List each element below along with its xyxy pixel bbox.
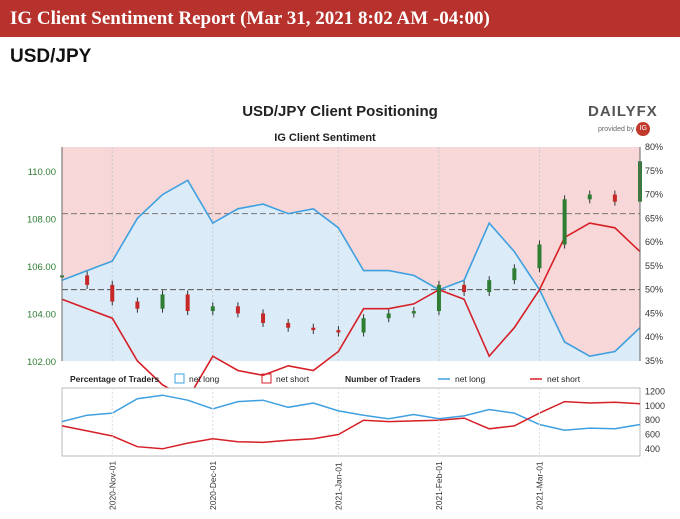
price-candle [462,284,467,293]
right-tick-label: 65% [645,213,663,223]
left-tick-label: 106.00 [27,262,56,273]
price-candle [110,284,115,302]
price-candle [537,244,542,269]
price-candle [336,330,341,333]
left-tick-label: 102.00 [27,357,56,368]
price-candle [612,194,617,202]
count-long-line [61,394,641,431]
legend-right-title: Number of Traders [345,374,421,384]
price-candle [562,199,567,245]
price-candle [85,275,90,285]
currency-pair: USD/JPY [10,46,92,67]
legend-long-label: net long [189,374,220,384]
right-tick-label: 55% [645,261,663,271]
x-tick-label: 2021-Mar-01 [534,461,544,510]
ig-logo-icon: IG [636,122,651,136]
price-candle [261,313,266,323]
legend-count-long-label: net long [455,374,486,384]
right-tick-label: 50% [645,285,663,295]
right-tick-label: 40% [645,332,663,342]
legend-long-swatch [174,373,185,384]
price-candle [587,194,592,200]
price-candle [487,280,492,293]
report-header: IG Client Sentiment Report (Mar 31, 2021… [0,0,680,37]
price-candle [135,301,140,309]
price-candle [436,284,441,312]
right-tick-label: 80% [645,142,663,152]
dailyfx-logo: DAILYFX [588,103,658,120]
legend-short-swatch [261,373,272,384]
price-candle [411,311,416,314]
bottom-panel [61,387,641,457]
net-short-line [61,222,641,401]
net-long-line [61,179,641,358]
right-tick-label: 60% [645,237,663,247]
price-candle [311,327,316,331]
brand-provided-by: provided by IG [598,122,651,136]
price-candle [185,294,190,312]
count-short-line [61,400,641,450]
chart-title: USD/JPY Client Positioning [242,103,438,120]
right-tick-label: 35% [645,356,663,366]
legend-short-label: net short [276,374,310,384]
legend-count-short-label: net short [547,374,581,384]
bottom-tick-label: 1000 [645,401,665,411]
x-tick-label: 2020-Nov-01 [107,461,117,510]
price-candle [286,322,291,328]
chart-subtitle: IG Client Sentiment [274,132,376,144]
bottom-tick-label: 800 [645,415,660,425]
bottom-tick-label: 400 [645,444,660,454]
x-tick-label: 2021-Feb-01 [434,461,444,510]
price-candle [210,306,215,312]
price-candle [235,306,240,314]
right-tick-label: 75% [645,166,663,176]
right-tick-label: 70% [645,190,663,200]
x-tick-label: 2021-Jan-01 [333,462,343,510]
price-candle [512,268,517,281]
left-tick-label: 104.00 [27,309,56,320]
price-candle [386,313,391,319]
long-area [62,180,640,361]
bottom-tick-label: 600 [645,430,660,440]
right-tick-label: 45% [645,308,663,318]
legend-left-title: Percentage of Traders [70,374,160,384]
bottom-tick-label: 1200 [645,387,665,397]
x-tick-label: 2020-Dec-01 [208,461,218,510]
price-candle [160,294,165,309]
price-candle [361,318,366,333]
left-tick-label: 110.00 [28,167,56,178]
left-tick-label: 108.00 [27,214,56,225]
